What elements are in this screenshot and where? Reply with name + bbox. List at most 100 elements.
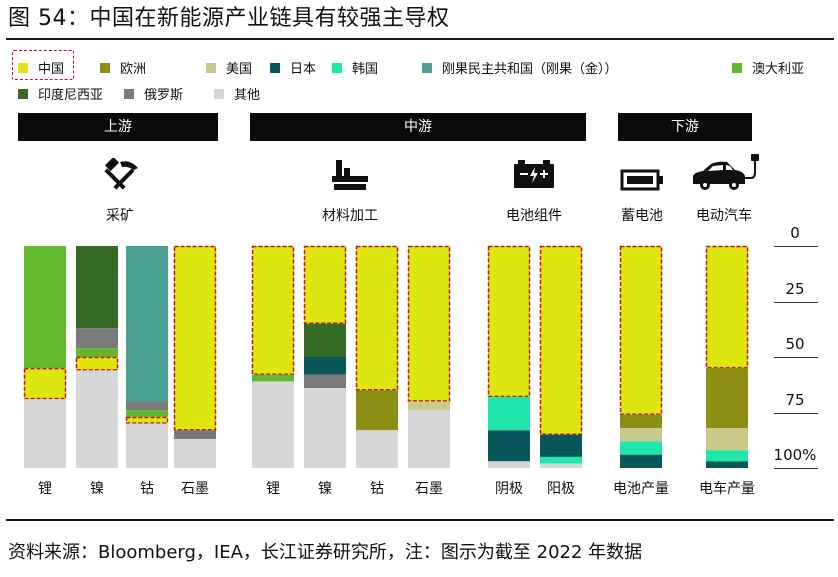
bar-segment [356,390,398,431]
axis-tick-label: 0 [790,224,800,242]
source-note: 资料来源：Bloomberg，IEA，长江证券研究所，注：图示为截至 2022 … [8,542,643,563]
axis-tick-line [774,357,818,358]
legend-item: 中国 [18,58,64,77]
bar-segment [706,246,748,369]
bar-segment [174,246,216,431]
bar-segment [356,430,398,468]
china-highlight-box [23,367,67,400]
bar-segment [76,246,118,329]
legend-item: 刚果民主共和国（刚果（金）） [422,58,618,77]
china-highlight-box [487,245,531,398]
legend-item: 其他 [214,84,260,103]
bar-segment [126,410,168,417]
legend-swatch [214,88,224,99]
bar-segment [706,450,748,462]
legend-swatch [422,62,432,73]
china-highlight-box [303,245,347,324]
legend-swatch [18,88,28,99]
china-highlight-box [619,245,663,415]
bar-segment [24,368,66,400]
bar-segment [408,401,450,411]
bar-stack [125,246,169,468]
bar-segment [126,423,168,468]
bar-segment [304,374,346,389]
bar-segment [76,370,118,468]
legend-item: 澳大利亚 [732,58,804,77]
china-highlight-box [75,356,119,371]
legend-swatch [206,62,216,73]
legend-label: 中国 [38,62,65,77]
legend-item: 日本 [270,58,316,77]
legend-swatch [100,62,110,73]
bar-segment [408,410,450,468]
stage-header: 上游 [18,113,218,141]
electric-car-icon [689,154,759,198]
bar-label: 锂 [266,481,280,497]
bar-stack [705,245,749,468]
bar-segment [174,430,216,440]
bar-segment [620,441,662,455]
bar-label: 电池产量 [613,481,669,497]
bar-segment [252,374,294,382]
bar-stack [355,245,399,468]
legend-label: 俄罗斯 [144,88,184,103]
legend-item: 美国 [206,58,252,77]
axis-tick-label: 50 [785,335,805,353]
bar-segment [488,396,530,431]
bar-label: 镍 [90,481,104,497]
bar-label: 钴 [140,481,154,497]
stacked-bar-chart: 锂 镍 钴 石墨 锂 镍 钴 石墨 阴极 阳极 电池产量 电车产量 [23,245,755,497]
bar-segment [620,428,662,442]
legend-item: 韩国 [332,58,378,77]
bar-segment [304,246,346,324]
chart-legend: 中国 欧洲 美国 日本 韩国 刚果民主共和国（刚果（金）） 澳大利亚印度尼西亚 俄罗斯 其他 [8,50,834,106]
figure-title: 图 54：中国在新能源产业链具有较强主导权 [8,6,450,31]
bar-stack [619,245,663,468]
bar-label: 石墨 [415,481,443,497]
bar-segment [252,381,294,468]
battery-icon [620,168,664,196]
legend-swatch [270,62,280,73]
axis-tick-line [774,412,818,414]
bar-segment [620,414,662,429]
legend-label: 韩国 [352,62,379,77]
bar-stack [173,245,217,468]
legend-label: 欧洲 [120,62,147,77]
bar-segment [126,401,168,411]
legend-item: 印度尼西亚 [18,84,103,103]
bar-segment [76,328,118,349]
battery-cell-icon [512,158,556,194]
bar-stack [23,246,67,468]
bar-stack [407,245,451,468]
bar-segment [304,357,346,375]
legend-label: 日本 [290,62,317,77]
bar-segment [356,246,398,391]
legend-swatch [124,88,134,99]
axis-tick-label: 25 [785,279,805,298]
bar-segment [76,348,118,357]
bar-segment [620,454,662,468]
axis-tick-line [774,468,818,469]
axis-tick-line [774,246,818,247]
bar-segment [488,461,530,468]
bar-stack [75,246,119,468]
bar-stack [251,245,295,468]
bar-segment [174,439,216,468]
bar-segment [76,357,118,371]
title-divider [6,38,834,40]
china-highlight-box [173,245,217,431]
bar-segment [24,246,66,369]
china-highlight-box [355,245,399,391]
legend-item: 俄罗斯 [124,84,183,103]
bar-segment [540,463,582,468]
bar-label: 阴极 [495,481,523,497]
bar-label: 钴 [370,481,384,497]
bar-label: 镍 [318,481,332,497]
bar-segment [540,456,582,464]
legend-label: 其他 [234,88,261,103]
axis-tick-label: 100% [773,446,817,464]
bar-segment [408,246,450,402]
bottom-divider [6,519,834,521]
bar-segment [126,246,168,402]
legend-label: 澳大利亚 [752,62,805,77]
